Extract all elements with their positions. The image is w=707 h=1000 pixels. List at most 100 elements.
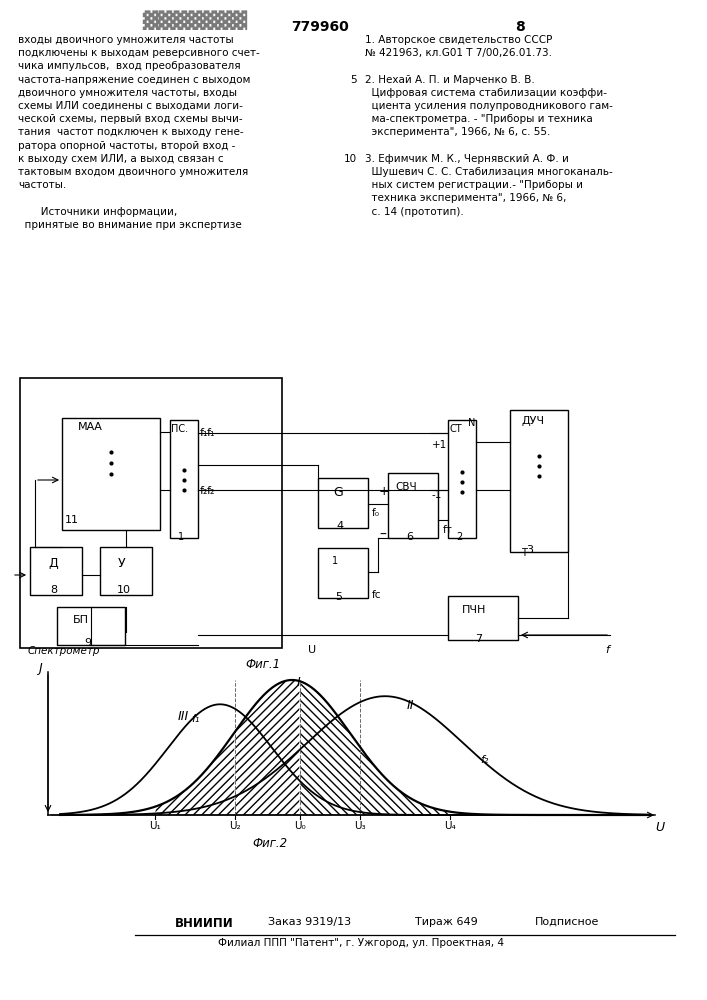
Text: U₁: U₁ [149,821,161,831]
Text: Т: Т [521,548,527,558]
Text: G: G [333,486,343,499]
Text: Подписное: Подписное [535,917,600,927]
Text: ПС.: ПС. [171,424,188,434]
Text: Шушевич С. С. Стабилизация многоканаль-: Шушевич С. С. Стабилизация многоканаль- [365,167,613,177]
Text: Филиал ППП "Патент", г. Ужгород, ул. Проектная, 4: Филиал ППП "Патент", г. Ужгород, ул. Про… [218,938,504,948]
Bar [57,607,125,645]
Text: Заказ 9319/13: Заказ 9319/13 [268,917,351,927]
Text: Фиг.1: Фиг.1 [245,658,280,671]
Bar [510,410,568,552]
Text: БП: БП [73,615,89,625]
Text: 7: 7 [475,634,482,644]
Text: I: I [297,676,300,689]
Text: +: + [379,485,390,498]
Text: чика импульсов,  вход преобразователя: чика импульсов, вход преобразователя [18,61,240,71]
Text: тания  частот подключен к выходу гене-: тания частот подключен к выходу гене- [18,127,244,137]
Text: 5: 5 [351,75,357,85]
Text: 1: 1 [332,556,338,566]
Text: f₁: f₁ [207,428,216,438]
Text: N: N [468,418,475,428]
Text: частоты.: частоты. [18,180,66,190]
Text: II: II [407,699,414,712]
Bar [318,548,368,598]
Text: МАА: МАА [78,422,103,432]
Text: СТ: СТ [449,424,462,434]
Text: 4: 4 [336,521,343,531]
Text: СВЧ: СВЧ [395,482,416,492]
Text: принятые во внимание при экспертизе: принятые во внимание при экспертизе [18,220,242,230]
Bar [30,547,82,595]
Text: ВНИИПИ: ВНИИПИ [175,917,234,930]
Text: Спектрометр: Спектрометр [28,646,100,656]
Text: III: III [178,710,189,723]
Text: U₃: U₃ [354,821,366,831]
Text: ▓▓▓▓▓▓▓: ▓▓▓▓▓▓▓ [143,10,247,30]
Text: с. 14 (прототип).: с. 14 (прототип). [365,207,464,217]
Text: -1: -1 [432,490,443,500]
Text: ратора опорной частоты, второй вход -: ратора опорной частоты, второй вход - [18,141,235,151]
Text: f: f [605,645,609,655]
Text: тактовым входом двоичного умножителя: тактовым входом двоичного умножителя [18,167,248,177]
Bar [318,478,368,528]
Text: fс: fс [372,590,382,600]
Text: Д: Д [48,557,58,570]
Text: 8: 8 [50,585,57,595]
Text: U: U [308,645,316,655]
Text: 9: 9 [84,638,91,648]
Text: 8: 8 [515,20,525,34]
Text: +1: +1 [432,440,448,450]
Text: ПЧН: ПЧН [462,605,486,615]
Text: входы двоичного умножителя частоты: входы двоичного умножителя частоты [18,35,233,45]
Text: Тираж 649: Тираж 649 [415,917,478,927]
Text: –: – [379,528,386,542]
Text: fт: fт [443,525,452,535]
Text: к выходу схем ИЛИ, а выход связан с: к выходу схем ИЛИ, а выход связан с [18,154,223,164]
Text: f₂: f₂ [480,755,489,765]
Text: 10: 10 [344,154,357,164]
Text: Источники информации,: Источники информации, [18,207,177,217]
Text: № 421963, кл.G01 T 7/00,26.01.73.: № 421963, кл.G01 T 7/00,26.01.73. [365,48,552,58]
Text: 5: 5 [335,592,342,602]
Text: ных систем регистрации.- "Приборы и: ных систем регистрации.- "Приборы и [365,180,583,190]
Text: f₀: f₀ [372,508,380,518]
Text: 6: 6 [406,532,413,542]
Text: ма-спектрометра. - "Приборы и техника: ма-спектрометра. - "Приборы и техника [365,114,592,124]
Bar [20,378,282,648]
Text: J: J [38,662,42,675]
Text: 3. Ефимчик М. К., Чернявский А. Ф. и: 3. Ефимчик М. К., Чернявский А. Ф. и [365,154,569,164]
Bar [100,547,152,595]
Bar [448,596,518,640]
Text: 3: 3 [526,545,533,555]
Text: 10: 10 [117,585,131,595]
Bar [62,418,160,530]
Text: Фиг.2: Фиг.2 [252,837,288,850]
Text: 1. Авторское свидетельство СССР: 1. Авторское свидетельство СССР [365,35,552,45]
Text: 1: 1 [178,532,184,542]
Text: ческой схемы, первый вход схемы вычи-: ческой схемы, первый вход схемы вычи- [18,114,243,124]
Text: частота-напряжение соединен с выходом: частота-напряжение соединен с выходом [18,75,250,85]
Text: У: У [118,557,126,570]
Text: 2. Нехай А. П. и Марченко В. В.: 2. Нехай А. П. и Марченко В. В. [365,75,534,85]
Bar [170,420,198,538]
Bar [388,473,438,538]
Text: f₁: f₁ [200,428,209,438]
Text: схемы ИЛИ соединены с выходами логи-: схемы ИЛИ соединены с выходами логи- [18,101,243,111]
Text: подключены к выходам реверсивного счет-: подключены к выходам реверсивного счет- [18,48,259,58]
Text: 11: 11 [65,515,79,525]
Text: U₀: U₀ [294,821,306,831]
Text: U₄: U₄ [444,821,456,831]
Text: эксперимента", 1966, № 6, с. 55.: эксперимента", 1966, № 6, с. 55. [365,127,550,137]
Text: 2: 2 [456,532,462,542]
Text: U: U [655,821,664,834]
Text: U₂: U₂ [229,821,241,831]
Text: 779960: 779960 [291,20,349,34]
Text: f₂: f₂ [207,486,216,496]
Bar [448,420,476,538]
Text: f₂: f₂ [200,486,209,496]
Text: ДУЧ: ДУЧ [521,416,544,426]
Text: техника эксперимента", 1966, № 6,: техника эксперимента", 1966, № 6, [365,193,566,203]
Text: Цифровая система стабилизации коэффи-: Цифровая система стабилизации коэффи- [365,88,607,98]
Text: двоичного умножителя частоты, входы: двоичного умножителя частоты, входы [18,88,237,98]
Text: циента усиления полупроводникового гам-: циента усиления полупроводникового гам- [365,101,613,111]
Text: f₁: f₁ [191,714,199,724]
